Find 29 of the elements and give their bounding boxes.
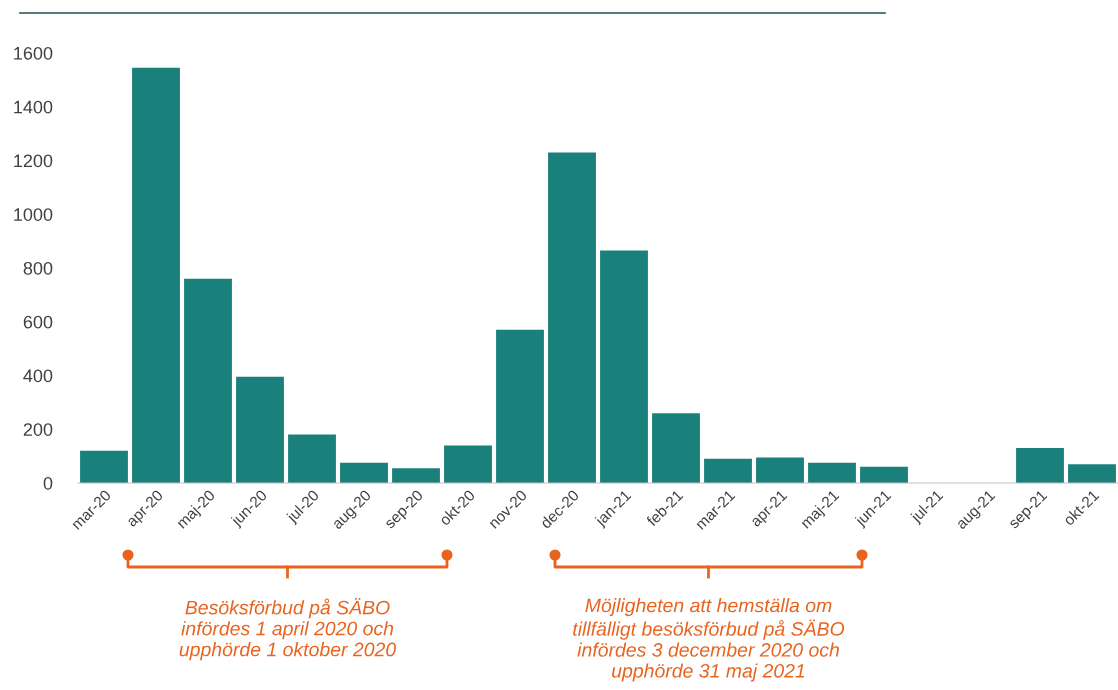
text: Möjligheten att hemställa om tillfälligt besöksförbud på SÄBO infördes 3 december 2020 och upphörde 31 maj 2021 — [573, 598, 845, 682]
y-tick-label: 800 — [23, 261, 53, 275]
text: Besöksförbud på SÄBO infördes 1 april 2020 och upphörde 1 oktober 2020 — [179, 598, 396, 661]
y-tick-label: 1400 — [14, 100, 53, 114]
y-tick-label: 0 — [43, 476, 53, 490]
bar — [1068, 464, 1116, 483]
bar — [600, 250, 648, 483]
bar — [340, 462, 388, 483]
bar — [236, 376, 284, 483]
bar — [652, 413, 700, 483]
y-tick-label: 1200 — [14, 154, 53, 168]
bar — [1016, 448, 1064, 483]
bar — [444, 445, 492, 483]
bar — [184, 278, 232, 483]
bar — [80, 450, 128, 483]
y-tick-label: 1600 — [14, 46, 53, 60]
bar — [756, 457, 804, 483]
y-tick-label: 400 — [23, 369, 53, 383]
bar — [132, 67, 180, 483]
y-tick-label: 200 — [23, 423, 53, 436]
bar — [548, 152, 596, 483]
bar — [392, 468, 440, 483]
bar — [808, 462, 856, 483]
y-tick-label: 1000 — [14, 208, 53, 221]
y-tick-label: 600 — [23, 315, 53, 329]
bar — [496, 329, 544, 483]
bar — [288, 434, 336, 483]
bar — [704, 458, 752, 483]
bar — [860, 466, 908, 483]
